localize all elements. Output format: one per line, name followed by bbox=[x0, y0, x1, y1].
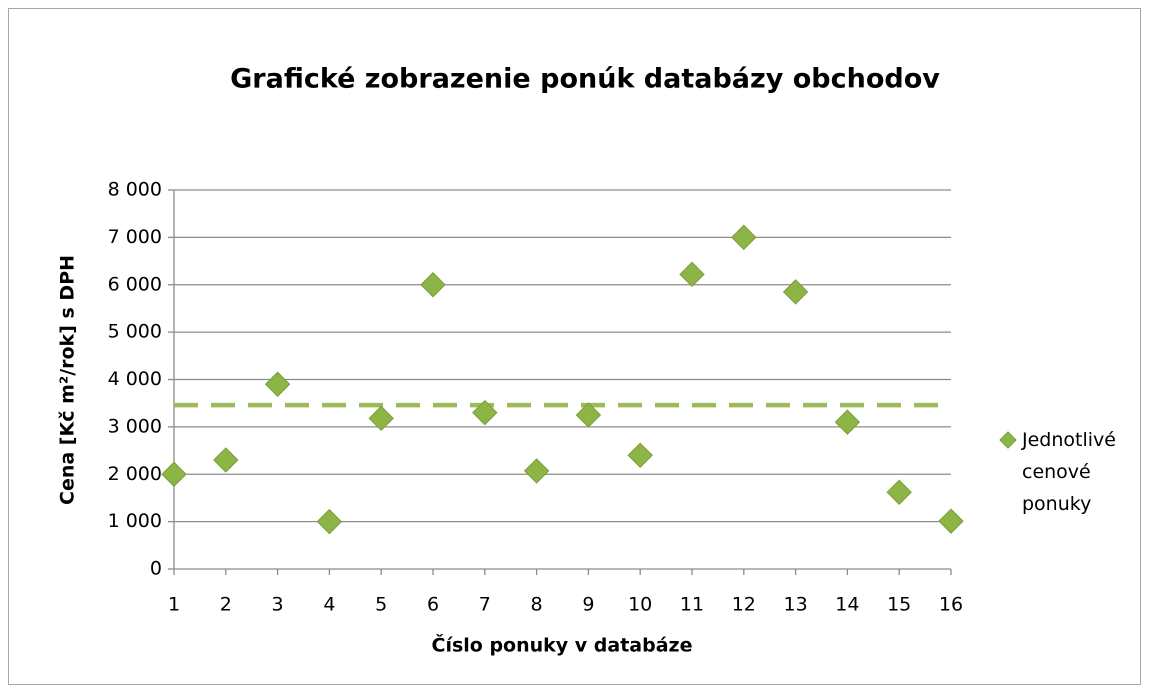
x-tick-label: 1 bbox=[168, 594, 180, 616]
x-tick-label: 3 bbox=[272, 594, 284, 616]
x-tick-label: 2 bbox=[220, 594, 232, 616]
y-tick-label: 8 000 bbox=[108, 179, 162, 201]
y-tick-label: 3 000 bbox=[108, 415, 162, 437]
legend-label-line: Jednotlivé bbox=[1021, 429, 1116, 451]
data-point bbox=[316, 508, 343, 535]
x-tick-label: 6 bbox=[427, 594, 439, 616]
y-tick-label: 5 000 bbox=[108, 321, 162, 343]
data-point bbox=[472, 399, 498, 426]
y-tick-label: 2 000 bbox=[108, 463, 162, 485]
y-tick-label: 1 000 bbox=[108, 510, 162, 532]
data-point bbox=[264, 371, 291, 397]
y-axis-title: Cena [Kč m²/rok] s DPH bbox=[57, 255, 79, 505]
legend-label-line: ponuky bbox=[1022, 493, 1091, 515]
x-tick-label: 7 bbox=[479, 594, 491, 616]
data-point bbox=[420, 272, 446, 298]
x-tick-label: 10 bbox=[628, 594, 652, 616]
x-tick-label: 4 bbox=[323, 594, 335, 616]
x-tick-label: 11 bbox=[680, 594, 704, 616]
x-tick-label: 5 bbox=[375, 594, 387, 616]
data-point bbox=[627, 442, 653, 469]
y-tick-label: 6 000 bbox=[108, 273, 162, 295]
legend-label: Jednotlivé cenové ponuky bbox=[1021, 429, 1116, 515]
x-tick-label: 8 bbox=[531, 594, 543, 616]
x-tick-label: 9 bbox=[582, 594, 594, 616]
data-point bbox=[575, 402, 602, 428]
data-point bbox=[886, 479, 912, 505]
data-point bbox=[731, 224, 757, 251]
y-tick-label: 0 bbox=[150, 558, 162, 580]
x-tick-label: 14 bbox=[835, 594, 859, 616]
y-tick-label: 7 000 bbox=[108, 226, 162, 248]
x-tick-label: 15 bbox=[887, 594, 911, 616]
x-tick-label: 13 bbox=[784, 594, 808, 616]
data-point bbox=[368, 405, 394, 432]
legend-marker bbox=[999, 431, 1017, 449]
legend-label-line: cenové bbox=[1022, 461, 1091, 483]
x-tick-label: 16 bbox=[939, 594, 963, 616]
data-point bbox=[679, 261, 705, 288]
chart-frame bbox=[8, 8, 1141, 685]
data-point bbox=[834, 409, 861, 435]
data-point bbox=[782, 279, 809, 305]
y-tick-label: 4 000 bbox=[108, 368, 162, 390]
data-point bbox=[938, 508, 964, 534]
x-axis-title: Číslo ponuky v databáze bbox=[432, 633, 693, 657]
data-point bbox=[213, 447, 239, 473]
chart-title: Grafické zobrazenie ponúk databázy obcho… bbox=[230, 64, 940, 95]
data-point bbox=[523, 458, 550, 484]
data-point bbox=[161, 461, 187, 487]
x-tick-label: 12 bbox=[732, 594, 756, 616]
